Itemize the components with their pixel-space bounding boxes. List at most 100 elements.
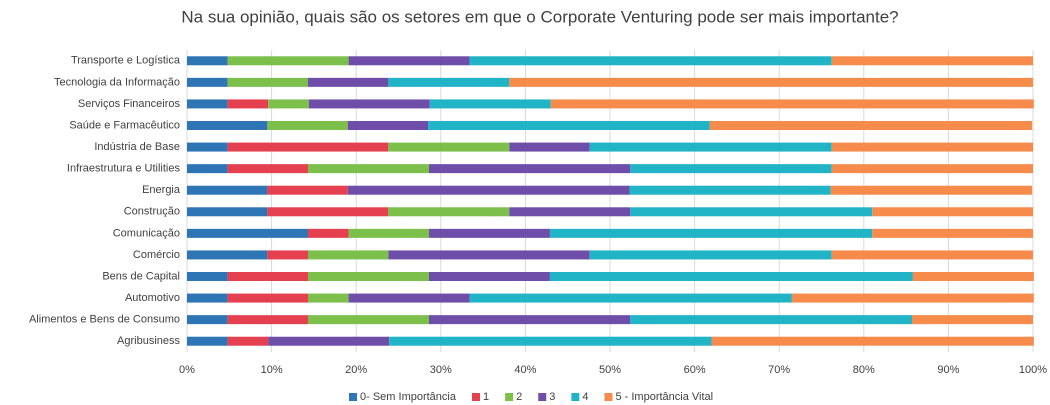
bar-segment — [709, 121, 1033, 130]
bar-segment — [187, 293, 228, 303]
bar-segment — [307, 272, 429, 281]
x-tick-label: 80% — [853, 364, 875, 376]
legend-label: 2 — [516, 391, 522, 403]
y-tick-label: Transporte e Logística — [71, 55, 181, 67]
bar-segment — [629, 185, 831, 195]
legend-swatch — [471, 393, 480, 401]
bar-segment — [268, 336, 390, 346]
bar-segment — [428, 272, 550, 281]
bar-segment — [509, 207, 631, 217]
bar-segment — [307, 250, 389, 260]
legend-label: 4 — [582, 391, 588, 403]
bar-segment — [509, 77, 1033, 87]
y-tick-label: Alimentos e Bens de Consumo — [29, 314, 180, 326]
bar-segment — [830, 185, 1033, 195]
bar-segment — [307, 293, 349, 303]
bar-segment — [872, 228, 1033, 238]
bar-segment — [549, 228, 873, 238]
bar-segment — [831, 56, 1033, 66]
x-tick-label: 70% — [768, 364, 790, 376]
bar-segment — [267, 121, 348, 130]
bar-segment — [187, 164, 228, 174]
bar-segment — [267, 250, 308, 260]
y-tick-label: Bens de Capital — [102, 270, 180, 282]
bar-segment — [187, 315, 228, 325]
y-tick-label: Comércio — [133, 249, 180, 261]
y-tick-label: Infraestrutura e Utilities — [67, 163, 181, 175]
x-tick-label: 60% — [684, 364, 706, 376]
bar-segment — [550, 99, 1034, 109]
bar-segment — [509, 142, 590, 152]
y-tick-label: Comunicação — [113, 227, 180, 239]
bar-segment — [187, 250, 268, 260]
bar-segment — [389, 336, 712, 346]
bar-segment — [912, 315, 1033, 325]
bar-segment — [831, 164, 1033, 174]
bar-segment — [227, 272, 308, 281]
bar-segment — [187, 272, 228, 281]
legend-swatch — [349, 393, 357, 401]
bar-segment — [630, 207, 873, 217]
bar-segment — [872, 207, 1033, 217]
bar-segment — [428, 121, 710, 130]
bar-segment — [187, 99, 228, 109]
bar-segment — [429, 99, 551, 109]
bar-segment — [227, 99, 269, 109]
legend-label: 5 - Importância Vital — [615, 391, 713, 403]
y-tick-label: Tecnologia da Informação — [54, 76, 180, 88]
chart-title: Na sua opinião, quais são os setores em … — [181, 7, 898, 26]
bar-segment — [227, 293, 308, 303]
bar-segment — [388, 142, 510, 152]
bar-segment — [307, 164, 429, 174]
bar-segment — [227, 164, 308, 174]
bar-segment — [589, 250, 832, 260]
bar-segment — [307, 315, 429, 325]
bar-segment — [227, 77, 308, 87]
bar-segment — [267, 207, 389, 217]
bar-segment — [308, 99, 430, 109]
x-tick-label: 40% — [514, 364, 536, 376]
bar-segment — [912, 272, 1034, 281]
y-tick-label: Energia — [142, 184, 181, 196]
x-tick-label: 100% — [1019, 364, 1047, 376]
bar-segment — [388, 207, 510, 217]
bar-segment — [187, 121, 268, 130]
bar-segment — [187, 207, 268, 217]
x-tick-label: 0% — [179, 364, 195, 376]
legend-swatch — [571, 393, 580, 401]
legend-label: 3 — [549, 391, 555, 403]
bar-segment — [428, 228, 550, 238]
bar-segment — [227, 336, 269, 346]
bar-segment — [187, 336, 228, 346]
bar-segment — [268, 99, 309, 109]
bar-segment — [347, 121, 429, 130]
bar-segment — [630, 164, 832, 174]
y-tick-label: Construção — [124, 206, 180, 218]
x-tick-label: 30% — [430, 364, 452, 376]
y-tick-label: Agribusiness — [117, 335, 180, 347]
legend-label: 0- Sem Importância — [360, 391, 457, 403]
y-tick-label: Saúde e Farmacêutico — [69, 119, 180, 131]
bar-segment — [831, 142, 1033, 152]
bar-segment — [307, 228, 349, 238]
bar-segment — [388, 250, 590, 260]
bar-segment — [469, 56, 832, 66]
bar-segment — [348, 56, 470, 66]
bar-segment — [187, 142, 228, 152]
legend-swatch — [604, 393, 613, 401]
bar-segment — [348, 228, 429, 238]
bar-segment — [549, 272, 913, 281]
bar-segment — [630, 315, 913, 325]
legend-swatch — [538, 393, 547, 401]
bar-segment — [187, 56, 228, 66]
bar-segment — [469, 293, 792, 303]
bar-segment — [388, 77, 510, 87]
bar-segment — [347, 185, 630, 195]
bar-segment — [187, 228, 308, 238]
y-tick-label: Indústria de Base — [94, 141, 180, 153]
y-tick-label: Automotivo — [125, 292, 180, 304]
x-tick-label: 90% — [937, 364, 959, 376]
x-tick-label: 10% — [261, 364, 283, 376]
bar-segment — [428, 315, 631, 325]
